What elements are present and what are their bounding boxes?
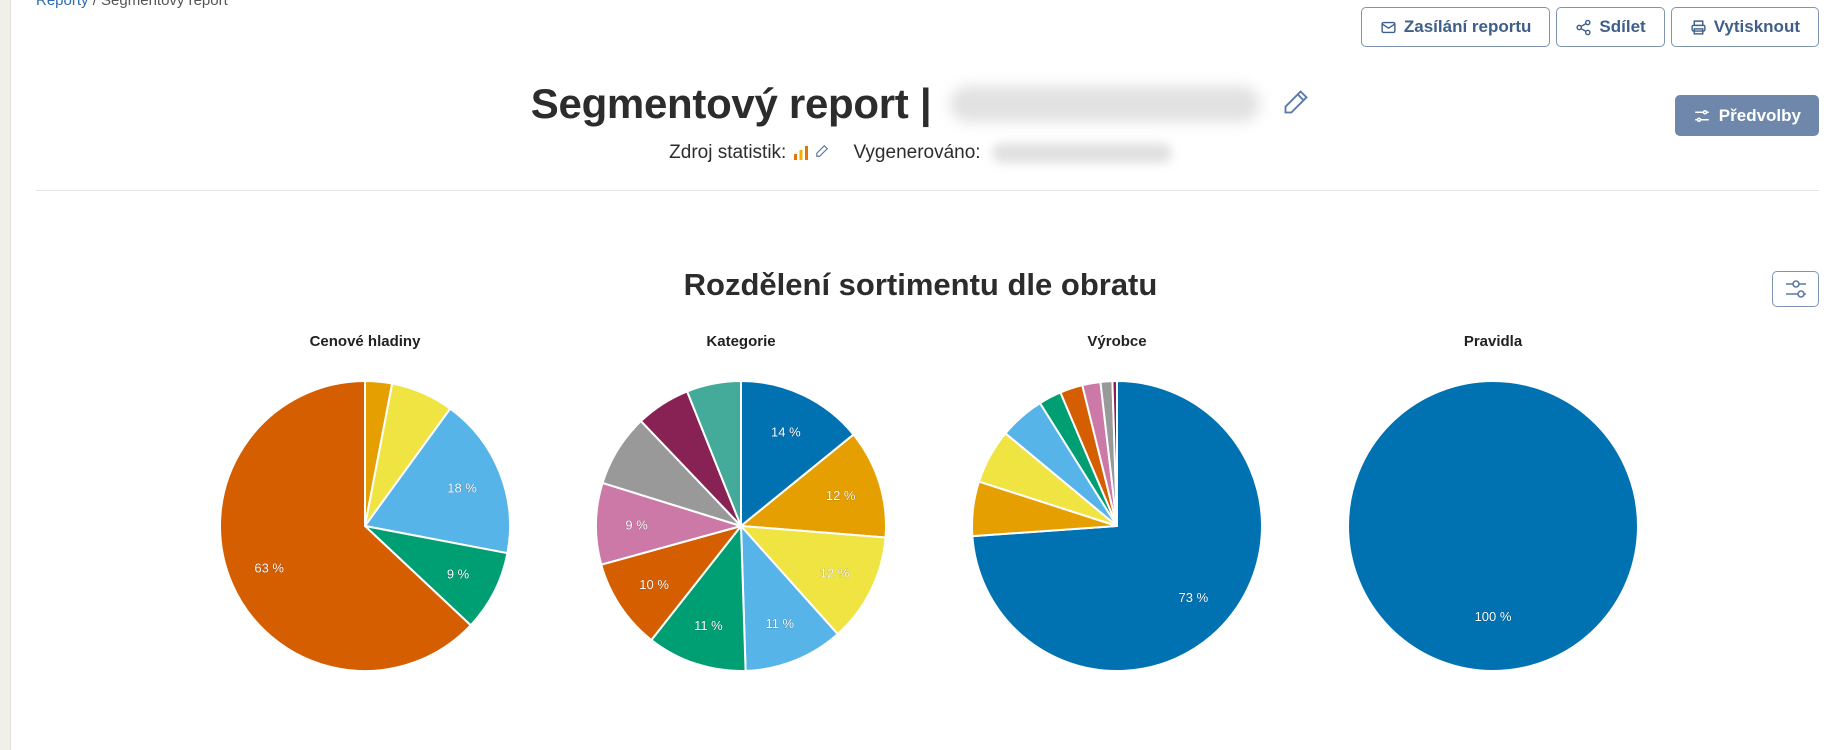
pie-slice[interactable] [361, 524, 509, 627]
chart-settings-button[interactable] [1772, 271, 1819, 307]
slice-label: 14 % [771, 425, 801, 440]
section-title: Rozdělení sortimentu dle obratu [683, 267, 1158, 302]
slice-label: 73 % [1179, 590, 1209, 605]
chart-title: Kategorie [706, 333, 775, 350]
pie-chart-1: Cenové hladiny 18 % 9 % 63 % [218, 333, 511, 672]
share-icon [1576, 19, 1592, 35]
breadcrumb: Reporty / Segmentový report [36, 0, 228, 9]
pie-slice[interactable] [649, 523, 747, 672]
pie-slice[interactable] [685, 379, 742, 527]
print-label: Vytisknout [1713, 17, 1800, 36]
breadcrumb-current: Segmentový report [101, 0, 228, 9]
analytics-icon [793, 146, 808, 160]
edit-source-icon[interactable] [815, 142, 834, 163]
slice-label: 11 % [694, 618, 723, 633]
meta-row: Zdroj statistik: Vygenerováno: [0, 142, 1841, 164]
left-sidebar-edge [0, 0, 11, 750]
generated-label: Vygenerováno: [853, 142, 981, 163]
source-label: Zdroj statistik: [669, 142, 787, 163]
pie-slice[interactable] [738, 433, 887, 539]
pie-chart-4: Pravidla 100 % [1347, 333, 1639, 672]
slice-label: 12 % [820, 565, 850, 580]
edit-pencil-icon[interactable] [1282, 88, 1310, 121]
printer-icon [1691, 19, 1706, 35]
title-row: Segmentový report | [0, 80, 1841, 128]
chart-title: Pravidla [1464, 333, 1523, 350]
pie-slice[interactable] [739, 523, 840, 672]
slice-label: 18 % [447, 481, 477, 496]
send-report-label: Zasílání reportu [1403, 17, 1532, 36]
pie-chart-2: Kategorie 14 % 12 % 12 % 11 % 11 % 10 % 9 % [595, 333, 887, 672]
share-button[interactable]: Sdílet [1556, 7, 1665, 47]
preferences-label: Předvolby [1718, 105, 1801, 125]
pie-slice[interactable] [1347, 380, 1639, 672]
slice-label: 100 % [1475, 609, 1512, 624]
slice-label: 10 % [639, 577, 669, 592]
redacted-generated-date [991, 143, 1172, 163]
pie-chart-3: Výrobce 73 % [971, 333, 1263, 672]
send-report-button[interactable]: Zasílání reportu [1360, 7, 1551, 47]
chart-title: Cenové hladiny [310, 333, 422, 350]
print-button[interactable]: Vytisknout [1670, 7, 1819, 47]
slice-label: 63 % [254, 560, 284, 575]
slice-label: 9 % [625, 517, 648, 532]
chart-title: Výrobce [1087, 333, 1146, 350]
slice-label: 12 % [826, 488, 856, 503]
pie-slice[interactable] [218, 379, 473, 672]
breadcrumb-separator: / [92, 0, 97, 9]
breadcrumb-link[interactable]: Reporty [36, 0, 89, 9]
slice-label: 9 % [447, 566, 470, 581]
pie-slice[interactable] [363, 407, 511, 555]
sliders-icon [1695, 109, 1709, 122]
top-actions: Zasílání reportu Sdílet Vytisknout [1360, 7, 1819, 47]
redacted-report-name [949, 86, 1260, 122]
preferences-button[interactable]: Předvolby [1674, 95, 1819, 136]
pie-slice[interactable] [1111, 379, 1118, 527]
slice-label: 11 % [765, 616, 794, 631]
page-title: Segmentový report | [530, 80, 932, 127]
sliders-icon [1785, 280, 1806, 298]
divider [36, 190, 1819, 191]
pie-slice[interactable] [600, 524, 744, 642]
pie-slice[interactable] [595, 481, 745, 566]
pie-slice[interactable] [740, 379, 855, 529]
share-label: Sdílet [1599, 17, 1646, 36]
mail-icon [1381, 21, 1396, 33]
pie-slice[interactable] [738, 524, 887, 636]
